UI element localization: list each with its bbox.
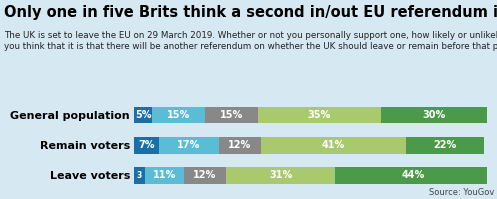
Bar [381, 107, 487, 123]
Text: 41%: 41% [322, 140, 345, 150]
Bar [145, 167, 183, 184]
Bar [134, 137, 159, 154]
Text: 30%: 30% [422, 110, 446, 120]
Text: 15%: 15% [166, 110, 190, 120]
Text: 7%: 7% [138, 140, 155, 150]
Bar [335, 167, 491, 184]
Bar [258, 107, 381, 123]
Text: 22%: 22% [433, 140, 456, 150]
Bar [134, 107, 152, 123]
Text: 3: 3 [137, 171, 142, 180]
Text: 17%: 17% [177, 140, 200, 150]
Text: Only one in five Brits think a second in/out EU referendum is likely: Only one in five Brits think a second in… [4, 5, 497, 20]
Text: The UK is set to leave the EU on 29 March 2019. Whether or not you personally su: The UK is set to leave the EU on 29 Marc… [4, 31, 497, 51]
Bar [219, 137, 261, 154]
Text: 11%: 11% [153, 171, 176, 180]
Bar [261, 137, 406, 154]
Bar [152, 107, 205, 123]
Bar [134, 167, 145, 184]
Text: 15%: 15% [220, 110, 243, 120]
Bar [406, 137, 484, 154]
Text: 31%: 31% [269, 171, 292, 180]
Text: 12%: 12% [193, 171, 216, 180]
Text: Source: YouGov: Source: YouGov [429, 188, 495, 197]
Text: 12%: 12% [229, 140, 251, 150]
Bar [226, 167, 335, 184]
Bar [205, 107, 258, 123]
Text: 35%: 35% [308, 110, 331, 120]
Text: 44%: 44% [402, 171, 424, 180]
Text: 5%: 5% [135, 110, 151, 120]
Bar [183, 167, 226, 184]
Bar [159, 137, 219, 154]
